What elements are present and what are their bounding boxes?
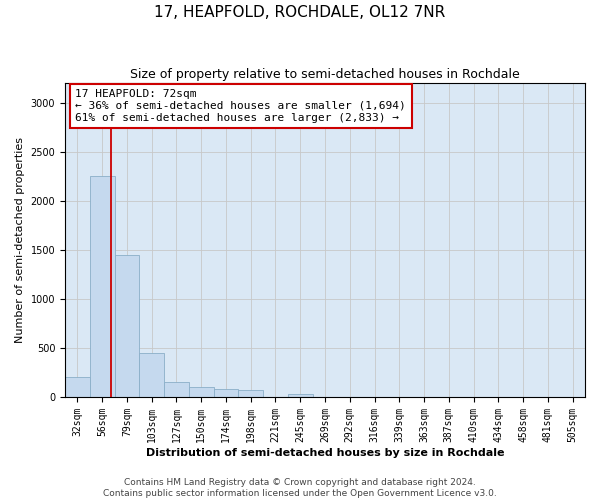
Text: 17 HEAPFOLD: 72sqm
← 36% of semi-detached houses are smaller (1,694)
61% of semi: 17 HEAPFOLD: 72sqm ← 36% of semi-detache… xyxy=(76,90,406,122)
Text: Contains HM Land Registry data © Crown copyright and database right 2024.
Contai: Contains HM Land Registry data © Crown c… xyxy=(103,478,497,498)
Bar xyxy=(65,377,90,397)
Text: 17, HEAPFOLD, ROCHDALE, OL12 7NR: 17, HEAPFOLD, ROCHDALE, OL12 7NR xyxy=(154,5,446,20)
Bar xyxy=(238,390,263,397)
X-axis label: Distribution of semi-detached houses by size in Rochdale: Distribution of semi-detached houses by … xyxy=(146,448,504,458)
Bar xyxy=(90,176,115,397)
Bar xyxy=(214,389,238,397)
Title: Size of property relative to semi-detached houses in Rochdale: Size of property relative to semi-detach… xyxy=(130,68,520,80)
Bar xyxy=(139,353,164,397)
Bar xyxy=(164,382,189,397)
Bar xyxy=(288,394,313,397)
Bar xyxy=(189,386,214,397)
Y-axis label: Number of semi-detached properties: Number of semi-detached properties xyxy=(15,137,25,343)
Bar xyxy=(115,254,139,397)
